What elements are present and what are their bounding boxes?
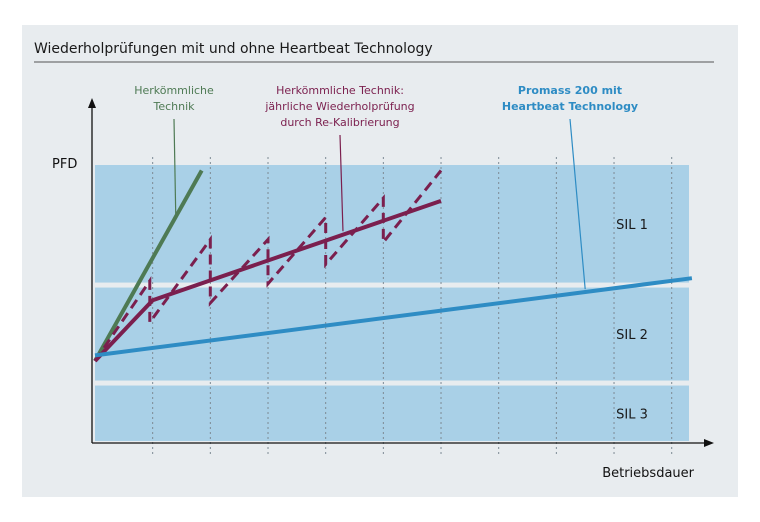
annotation-text: Herkömmliche <box>134 84 214 97</box>
axes: PFD Betriebsdauer <box>52 98 714 481</box>
band-label-sil-2: SIL 2 <box>616 328 648 343</box>
annotation-text: durch Re-Kalibrierung <box>280 116 399 129</box>
y-axis-arrow-icon <box>88 98 96 108</box>
x-axis-label: Betriebsdauer <box>602 466 694 481</box>
annotation-leader <box>339 134 344 232</box>
annotation-text: jährliche Wiederholprüfung <box>264 100 414 113</box>
band-label-sil-3: SIL 3 <box>616 407 648 422</box>
gridlines <box>152 157 673 457</box>
annotation-text: Promass 200 mit <box>518 84 622 97</box>
band-sil-2 <box>95 287 689 381</box>
annotation-text: Heartbeat Technology <box>502 100 638 113</box>
series-line-1 <box>93 199 442 363</box>
band-label-sil-1: SIL 1 <box>616 218 648 233</box>
band-sil-1 <box>95 165 689 283</box>
annotations: Herkömmliche Technik Herkömmliche Technik:… <box>134 84 638 290</box>
chart-title: Wiederholprüfungen mit und ohne Heartbea… <box>34 41 433 57</box>
series-line-2 <box>93 169 443 362</box>
series-line-3 <box>94 276 693 358</box>
annotation-leader <box>173 118 177 215</box>
annotation-text: Technik <box>152 100 195 113</box>
y-axis-label: PFD <box>52 157 77 172</box>
sil-bands: SIL 1 SIL 2 SIL 3 <box>95 165 689 441</box>
chart-figure: Wiederholprüfungen mit und ohne Heartbea… <box>22 25 738 497</box>
annotation-text: Herkömmliche Technik: <box>276 84 404 97</box>
series-line-0 <box>93 169 204 362</box>
series-group <box>93 169 693 363</box>
band-sil-3 <box>95 385 689 441</box>
x-axis-arrow-icon <box>704 439 714 447</box>
chart-svg: Wiederholprüfungen mit und ohne Heartbea… <box>34 41 714 481</box>
annotation-leader <box>569 118 586 290</box>
